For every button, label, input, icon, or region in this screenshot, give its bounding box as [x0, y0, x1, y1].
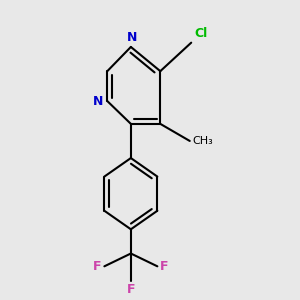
Text: F: F	[127, 284, 135, 296]
Text: CH₃: CH₃	[193, 136, 213, 146]
Text: F: F	[93, 260, 101, 273]
Text: N: N	[127, 31, 137, 44]
Text: Cl: Cl	[194, 27, 207, 40]
Text: N: N	[92, 94, 103, 108]
Text: F: F	[160, 260, 169, 273]
